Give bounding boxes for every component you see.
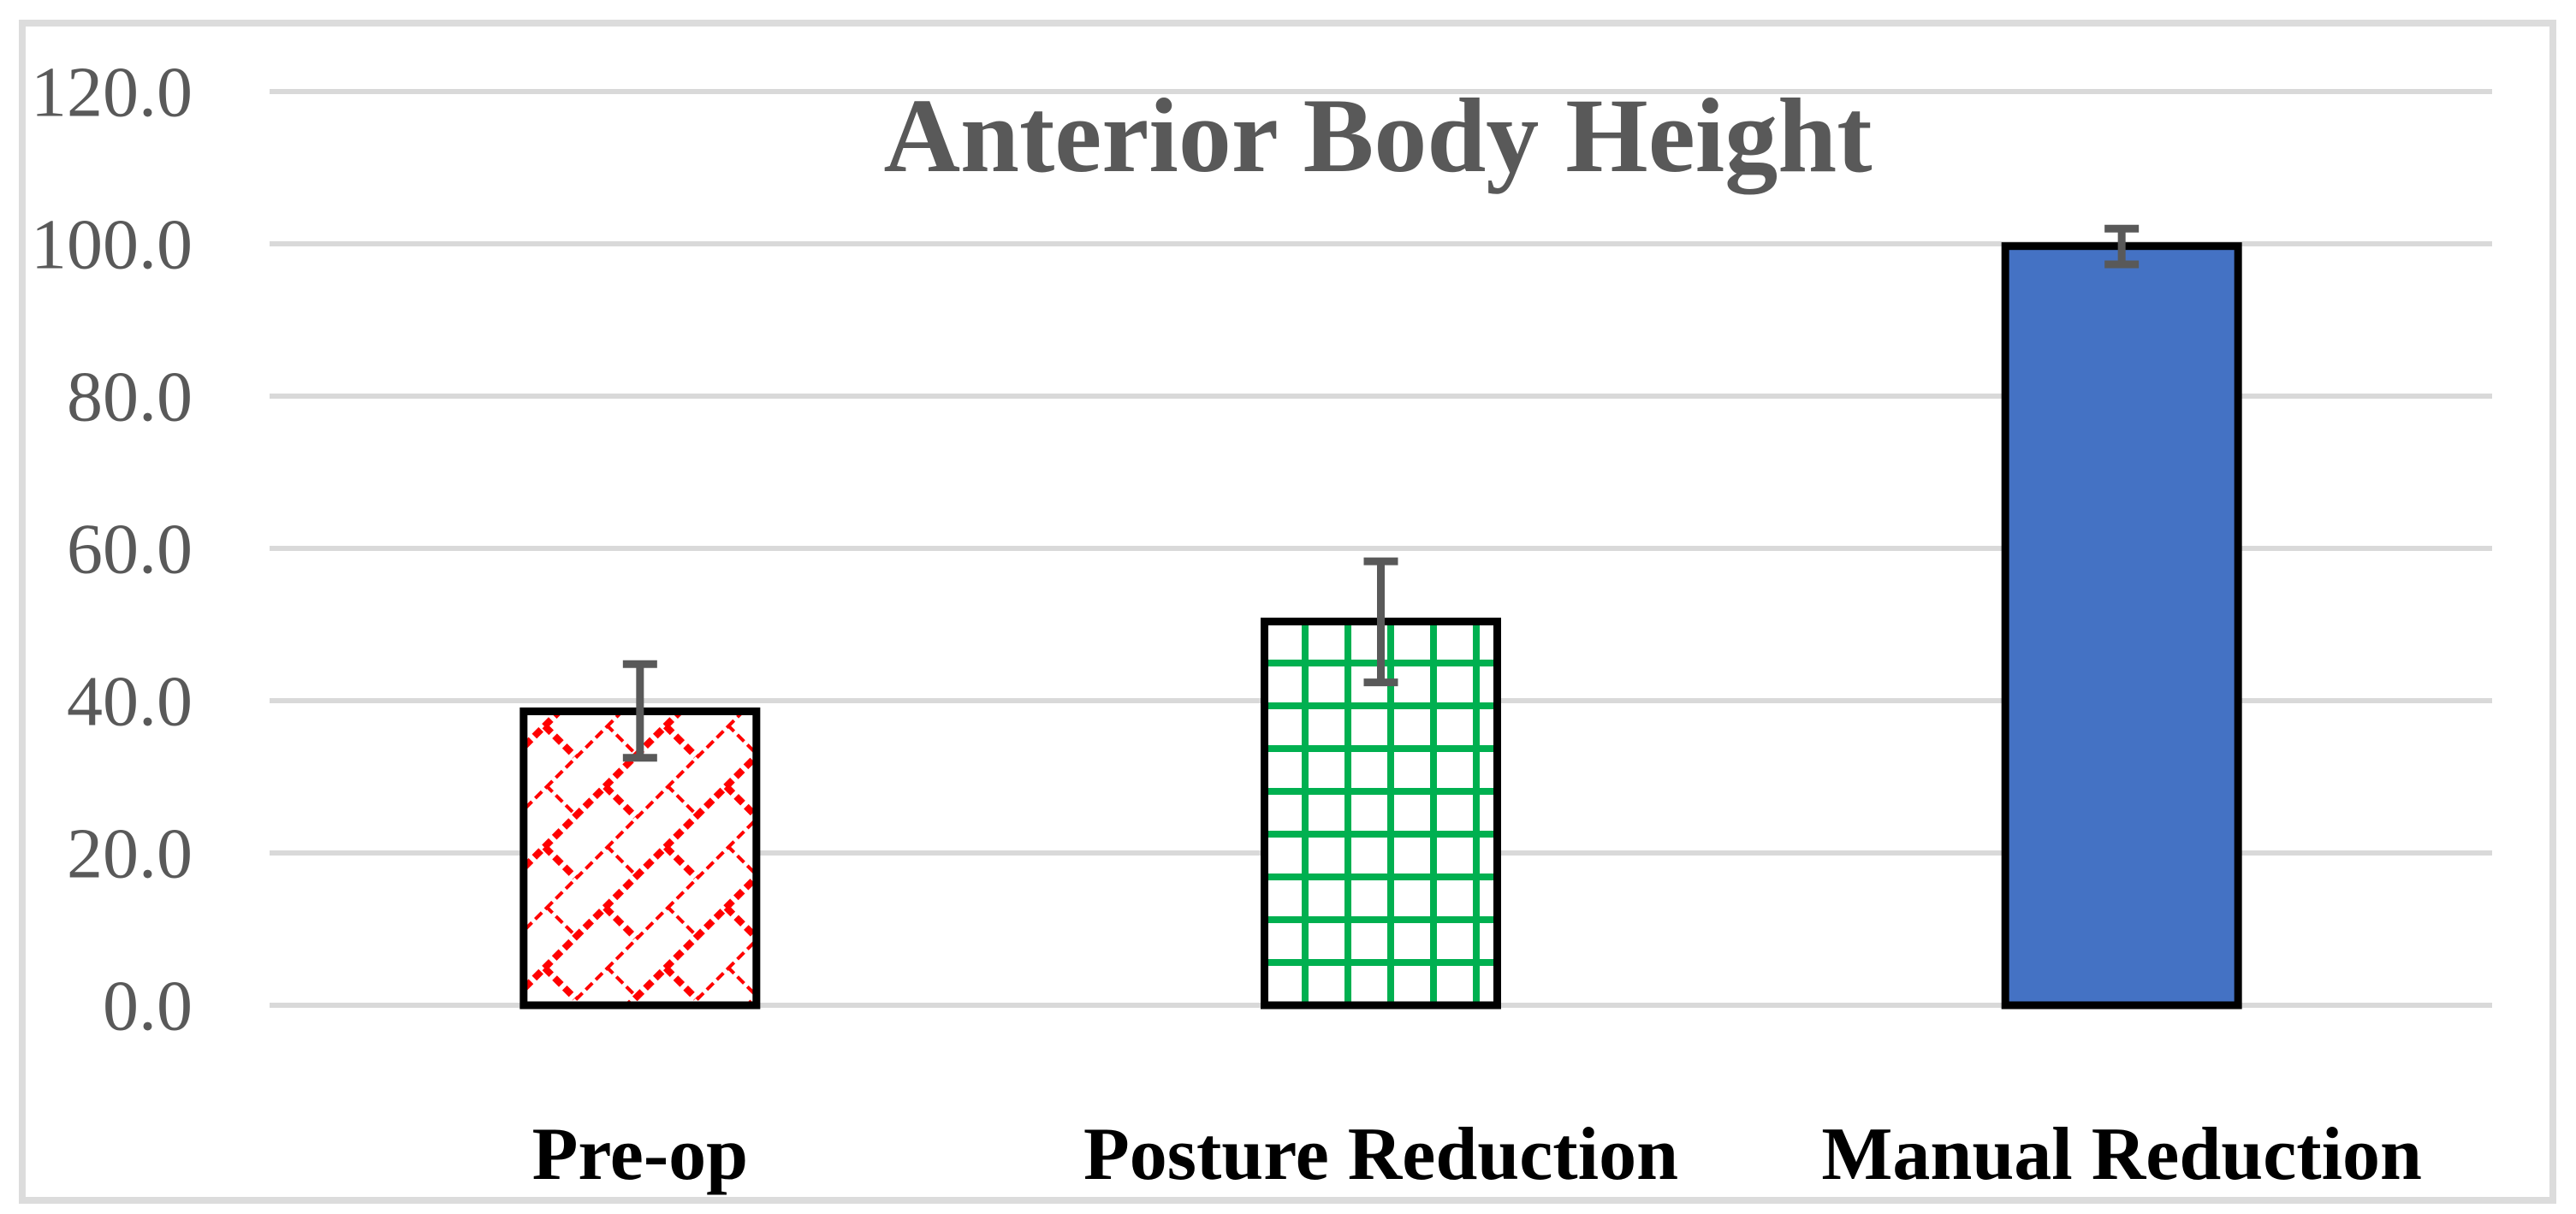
figure-border: [19, 20, 2556, 1204]
ytick-label-60.0: 60.0: [67, 510, 193, 589]
error-bar-posture-reduction: [1363, 557, 1398, 687]
x-axis-category-labels: Pre-op Posture Reduction Manual Reduction: [532, 1113, 2422, 1196]
ytick-label-120.0: 120.0: [31, 53, 193, 133]
category-label-posture-reduction: Posture Reduction: [1083, 1113, 1678, 1196]
category-label-pre-op: Pre-op: [532, 1113, 749, 1196]
category-label-manual-reduction: Manual Reduction: [1821, 1113, 2422, 1196]
ytick-label-40.0: 40.0: [67, 662, 193, 742]
ytick-label-20.0: 20.0: [67, 814, 193, 894]
ytick-label-100.0: 100.0: [31, 205, 193, 285]
bar-manual-reduction: [2001, 242, 2242, 1010]
y-axis-tick-labels: 0.0 20.0 40.0 60.0 80.0 100.0 120.0: [31, 53, 193, 1046]
error-bar-manual-reduction: [2104, 224, 2140, 269]
ytick-label-80.0: 80.0: [67, 358, 193, 437]
error-bars: [622, 224, 2140, 762]
ytick-label-0.0: 0.0: [103, 967, 193, 1046]
error-bar-pre-op: [622, 660, 657, 762]
chart-title: Anterior Body Height: [884, 77, 1873, 195]
